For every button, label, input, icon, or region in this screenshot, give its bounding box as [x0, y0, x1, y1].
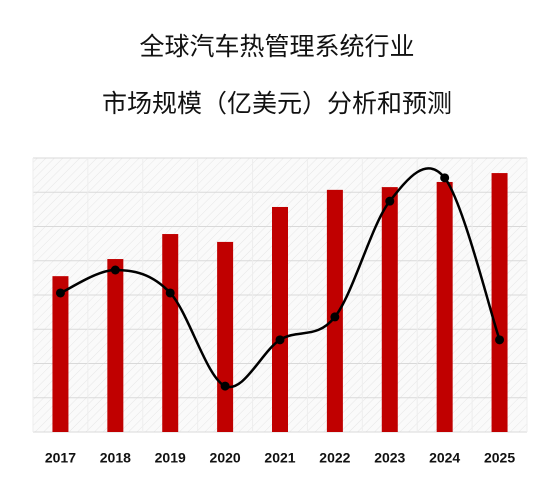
line-point	[220, 381, 230, 391]
chart-subtitle: 市场规模（亿美元）分析和预测	[102, 89, 452, 118]
line-point	[330, 312, 340, 322]
bar	[107, 259, 124, 432]
bar	[436, 181, 453, 432]
x-tick-label: 2023	[374, 450, 405, 466]
line-point	[495, 335, 505, 345]
line-point	[440, 173, 450, 183]
x-tick-label: 2024	[429, 450, 460, 466]
bar	[272, 206, 288, 432]
x-tick-label: 2017	[45, 450, 76, 466]
x-tick-label: 2021	[264, 450, 295, 466]
line-point	[385, 196, 395, 206]
line-point	[55, 288, 65, 298]
bar	[491, 173, 508, 432]
x-tick-label: 2025	[484, 450, 515, 466]
line-point	[275, 335, 285, 345]
bar	[162, 234, 179, 432]
bar	[217, 241, 234, 432]
x-tick-label: 2022	[319, 450, 350, 466]
x-tick-label: 2018	[100, 450, 131, 466]
bar	[52, 276, 69, 432]
line-point	[110, 265, 120, 275]
x-tick-label: 2020	[210, 450, 241, 466]
bar	[381, 187, 398, 432]
chart-title: 全球汽车热管理系统行业	[139, 32, 414, 61]
x-tick-label: 2019	[155, 450, 186, 466]
bar	[326, 189, 343, 432]
line-point	[165, 288, 175, 298]
